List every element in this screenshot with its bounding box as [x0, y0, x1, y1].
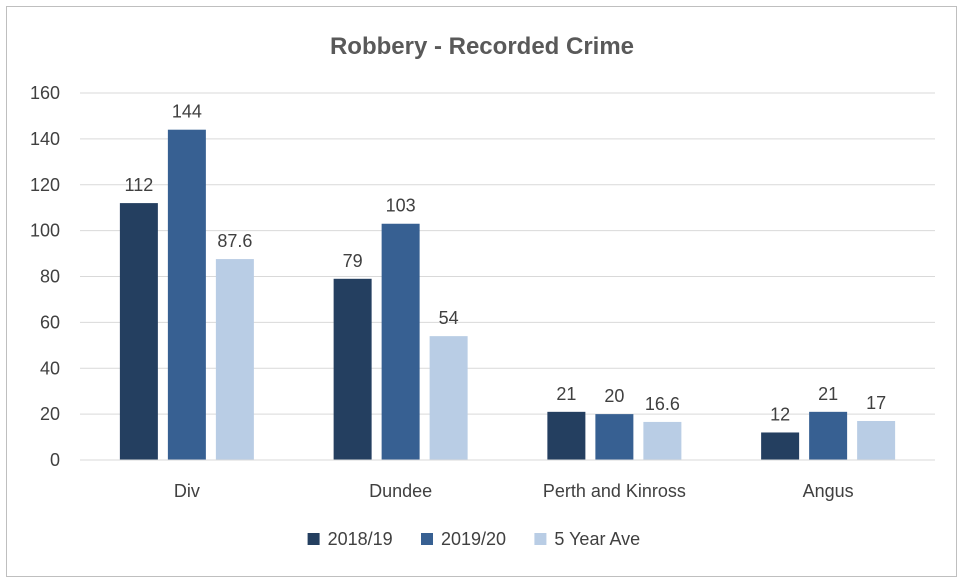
x-axis: Div Dundee Perth and Kinross Angus [80, 459, 935, 501]
x-category-label: Dundee [369, 481, 432, 501]
legend-swatch [421, 533, 433, 545]
y-tick-label: 140 [30, 129, 60, 149]
chart-frame [6, 6, 957, 577]
legend: 2018/19 2019/20 5 Year Ave [307, 529, 640, 549]
y-tick-label: 100 [30, 221, 60, 241]
data-label: 103 [386, 196, 416, 216]
y-tick-label: 120 [30, 175, 60, 195]
data-label: 16.6 [645, 394, 680, 414]
chart-title: Robbery - Recorded Crime [330, 33, 634, 60]
data-label: 21 [556, 384, 576, 404]
data-label: 20 [604, 386, 624, 406]
x-category-label: Perth and Kinross [543, 481, 686, 501]
legend-label: 2019/20 [441, 529, 506, 549]
y-axis: 0 20 40 60 80 100 120 140 160 [30, 83, 60, 470]
bar-2018-19-div [119, 203, 158, 460]
legend-label: 2018/19 [328, 529, 393, 549]
bar-2018-19-dundee [333, 278, 372, 460]
bar-2019-20-div [167, 129, 206, 460]
y-tick-label: 80 [40, 267, 60, 287]
y-tick-label: 60 [40, 312, 60, 332]
data-label: 21 [818, 384, 838, 404]
bar-2019-20-angus [809, 411, 848, 460]
bars [119, 129, 896, 460]
y-tick-label: 40 [40, 358, 60, 378]
data-label: 12 [770, 404, 790, 424]
data-label: 87.6 [217, 231, 252, 251]
data-label: 17 [866, 393, 886, 413]
legend-swatch [307, 533, 320, 545]
bar-2018-19-angus [761, 432, 800, 460]
x-category-label: Div [174, 481, 200, 501]
data-labels: 112 144 87.6 79 103 54 21 20 16.6 12 21 17 [125, 102, 887, 425]
y-tick-label: 20 [40, 404, 60, 424]
y-tick-label: 0 [50, 450, 60, 470]
gridlines [80, 92, 935, 461]
data-label: 144 [172, 102, 202, 122]
bar-5-year-ave-div [215, 259, 254, 460]
bar-2018-19-perth-and-kinross [547, 411, 586, 460]
y-tick-label: 160 [30, 83, 60, 103]
legend-label: 5 Year Ave [554, 529, 640, 549]
bar-2019-20-perth-and-kinross [595, 414, 634, 460]
bar-2019-20-dundee [381, 223, 420, 460]
legend-swatch [534, 533, 547, 545]
bar-5-year-ave-perth-and-kinross [643, 421, 682, 460]
x-category-label: Angus [803, 481, 854, 501]
bar-5-year-ave-dundee [429, 336, 468, 460]
data-label: 112 [125, 175, 154, 195]
data-label: 54 [439, 308, 459, 328]
bar-5-year-ave-angus [857, 421, 896, 460]
data-label: 79 [343, 251, 363, 271]
